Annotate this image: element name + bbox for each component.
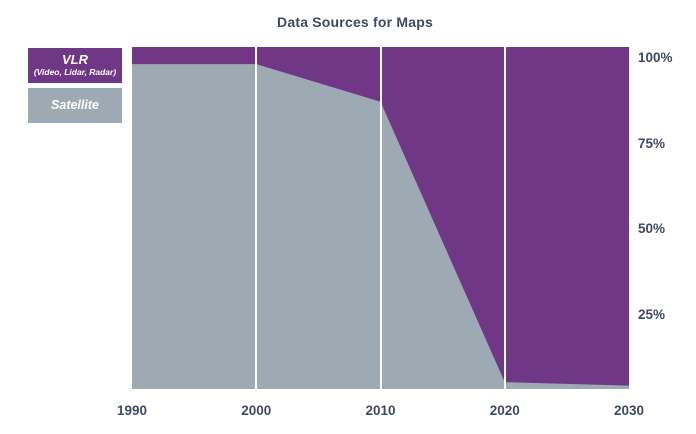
y-tick-label: 75% <box>638 135 666 151</box>
x-tick-label: 2030 <box>613 403 645 418</box>
y-tick-label: 25% <box>638 306 666 322</box>
x-tick-label: 2020 <box>489 403 520 418</box>
legend: VLR (Video, Lidar, Radar) Satellite <box>28 48 122 128</box>
stacked-area-chart <box>132 64 629 389</box>
x-tick-label: 2000 <box>241 403 272 418</box>
y-tick-label: 50% <box>638 221 666 236</box>
legend-item-satellite: Satellite <box>28 88 122 123</box>
legend-satellite-label: Satellite <box>51 98 99 113</box>
plot-area <box>132 47 629 389</box>
y-tick-label: 100% <box>638 50 673 65</box>
x-tick-label: 1990 <box>116 403 148 418</box>
chart-title: Data Sources for Maps <box>277 14 433 30</box>
satellite-area-series <box>132 64 629 389</box>
legend-vlr-sublabel: (Video, Lidar, Radar) <box>33 67 117 78</box>
legend-item-vlr: VLR (Video, Lidar, Radar) <box>28 48 122 83</box>
x-tick-label: 2010 <box>365 403 396 418</box>
legend-vlr-label: VLR <box>62 52 88 68</box>
